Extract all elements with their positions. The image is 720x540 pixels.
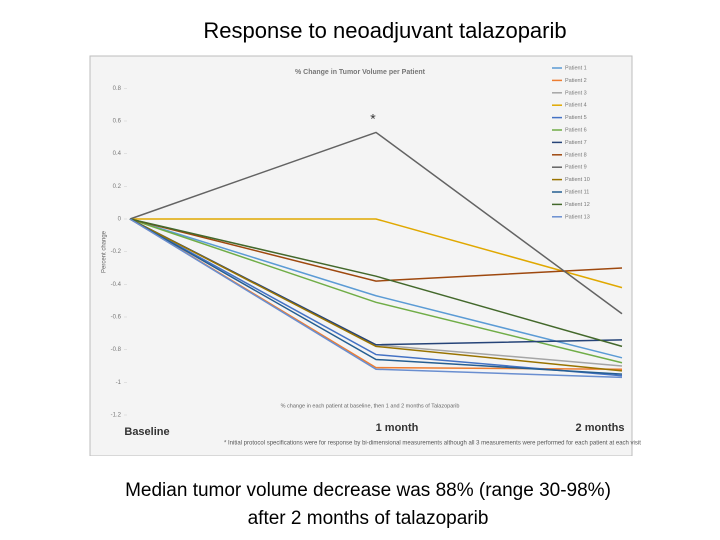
legend-label: Patient 5 [565, 115, 587, 121]
y-tick-label: -1 [116, 380, 122, 386]
chart-title: % Change in Tumor Volume per Patient [295, 69, 426, 76]
chart-note: % change in each patient at baseline, th… [281, 403, 460, 409]
series-line [129, 218, 623, 364]
series-line [130, 218, 623, 289]
annotation: * [370, 111, 376, 127]
y-tick-label: 0 [118, 217, 122, 223]
slide-title: Response to neoadjuvant talazoparib [203, 18, 567, 43]
y-tick-label: 0.6 [113, 119, 122, 125]
x-tick-label: 1 month [376, 422, 419, 434]
x-tick-label: 2 months [576, 422, 625, 434]
legend-label: Patient 2 [565, 78, 587, 84]
crop-mask [0, 456, 720, 476]
series-line [129, 218, 623, 282]
y-tick-label: -0.2 [111, 249, 122, 255]
footnote: * Initial protocol specifications were f… [224, 441, 641, 447]
legend-label: Patient 3 [565, 90, 587, 96]
series-line [129, 218, 623, 348]
legend-label: Patient 1 [565, 65, 587, 71]
y-axis-label: Percent change [102, 230, 108, 273]
legend-label: Patient 6 [565, 127, 587, 133]
legend-label: Patient 12 [565, 202, 590, 208]
y-tick-label: -0.6 [111, 315, 122, 321]
y-tick-label: 0.4 [113, 151, 122, 157]
y-tick-label: -0.4 [111, 282, 122, 288]
legend-label: Patient 4 [565, 103, 587, 109]
series-line [129, 218, 623, 375]
legend-label: Patient 11 [565, 189, 589, 195]
y-tick-label: 0.8 [113, 86, 122, 92]
legend-label: Patient 10 [565, 177, 590, 183]
y-tick-label: -1.2 [111, 413, 122, 419]
series-line [129, 218, 623, 372]
caption-line: Median tumor volume decrease was 88% (ra… [125, 480, 611, 501]
legend-label: Patient 13 [565, 214, 590, 220]
series-line [129, 218, 623, 359]
chart-frame [89, 55, 633, 457]
legend-label: Patient 8 [565, 152, 587, 158]
series-line [129, 131, 623, 315]
x-tick-label: Baseline [124, 426, 169, 438]
caption-line: after 2 months of talazoparib [247, 508, 489, 529]
y-tick-label: 0.2 [113, 184, 122, 190]
legend-label: Patient 7 [565, 140, 587, 146]
legend-label: Patient 9 [565, 165, 587, 171]
series-line [129, 218, 623, 379]
y-tick-label: -0.8 [111, 347, 122, 353]
